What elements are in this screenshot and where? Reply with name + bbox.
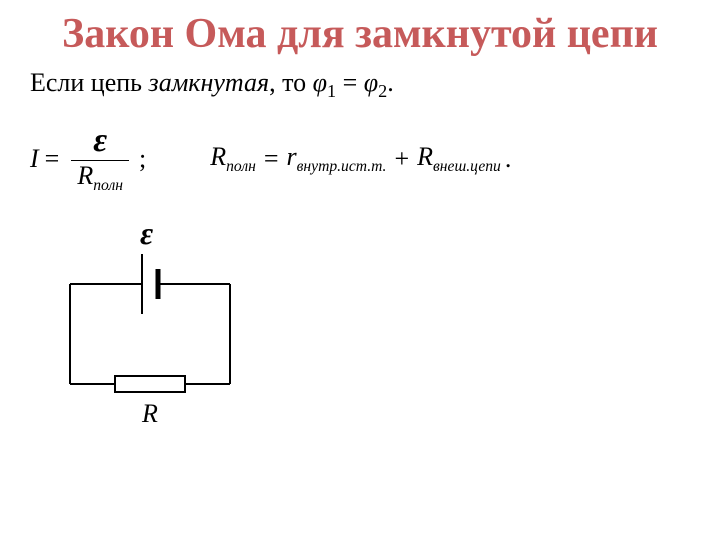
circuit-diagram: εR <box>50 214 250 434</box>
f2-lhs-sub: полн <box>226 158 256 175</box>
f2-t2-base: R <box>417 142 433 171</box>
f2-t2: Rвнеш.цепи <box>417 142 501 176</box>
phi1: φ <box>313 68 327 97</box>
phi2: φ <box>364 68 378 97</box>
phi1-sub: 1 <box>327 81 336 101</box>
subtitle-mid: , то <box>269 68 313 97</box>
f1-eq: = <box>45 144 60 174</box>
circuit-svg: εR <box>50 214 250 434</box>
f2-t1: rвнутр.ист.т. <box>287 142 387 176</box>
f2-t2-sub: внеш.цепи <box>433 158 501 175</box>
f1-den-base: R <box>77 161 93 190</box>
f2-t1-base: r <box>287 142 297 171</box>
svg-text:ε: ε <box>140 215 153 251</box>
f1-fraction: ε Rполн <box>71 122 129 195</box>
f2-plus: + <box>394 144 409 174</box>
f1-den-sub: полн <box>93 178 123 195</box>
formula-resistance: Rполн = rвнутр.ист.т. + Rвнеш.цепи . <box>206 142 511 176</box>
f2-eq: = <box>264 144 279 174</box>
f2-lhs-base: R <box>210 142 226 171</box>
subtitle-suffix: . <box>387 68 394 97</box>
f2-tail: . <box>505 144 512 174</box>
f2-t1-sub: внутр.ист.т. <box>297 158 387 175</box>
subtitle: Если цепь замкнутая, то φ1 = φ2. <box>30 68 690 102</box>
phi2-sub: 2 <box>378 81 387 101</box>
formula-row: I = ε Rполн ; Rполн = rвнутр.ист.т. + Rв… <box>30 122 690 195</box>
svg-text:R: R <box>141 399 158 428</box>
formula-current: I = ε Rполн ; <box>30 122 146 195</box>
f1-lhs: I <box>30 144 39 174</box>
subtitle-prefix: Если цепь <box>30 68 149 97</box>
f1-numerator: ε <box>87 122 113 160</box>
f1-tail: ; <box>139 144 146 174</box>
f2-lhs: Rполн <box>210 142 256 176</box>
subtitle-emphasis: замкнутая <box>149 68 270 97</box>
subtitle-eq: = <box>336 68 364 97</box>
f1-denominator: Rполн <box>71 161 129 195</box>
page-title: Закон Ома для замкнутой цепи <box>30 10 690 58</box>
